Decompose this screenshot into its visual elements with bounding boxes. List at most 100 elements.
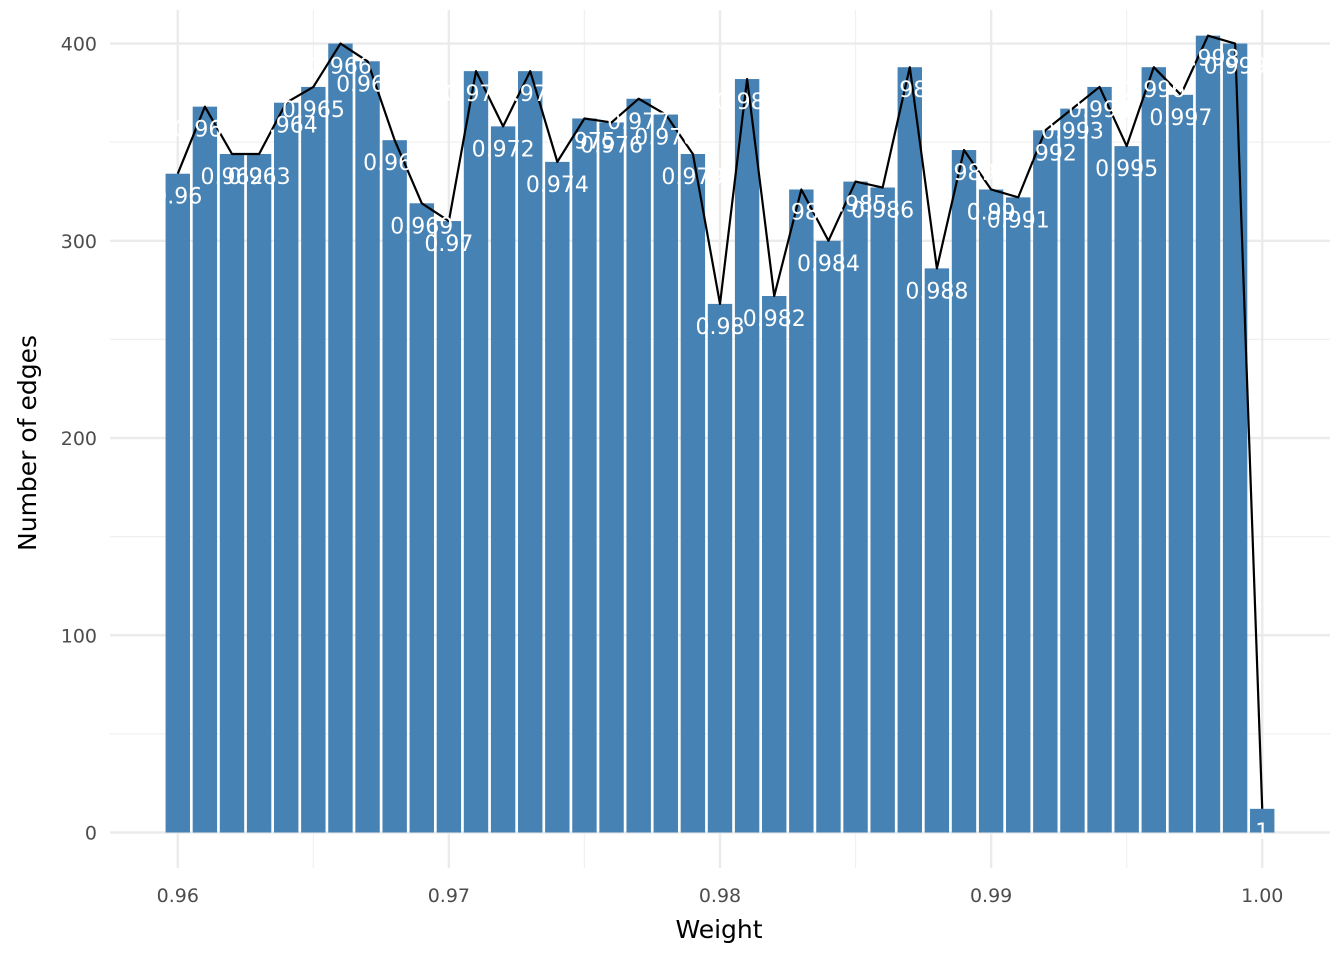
x-tick-label: 0.98 (699, 885, 741, 907)
histogram-bar (545, 161, 570, 833)
histogram-bar (626, 98, 651, 833)
histogram-bar (680, 153, 706, 833)
bar-value-label: 0.987 (878, 78, 941, 103)
bar-value-label: 0.999 (1204, 55, 1267, 80)
histogram-bar (1168, 94, 1194, 833)
bar-value-label: 0.983 (770, 200, 833, 225)
histogram-bar (165, 173, 190, 833)
axes: 0.96 0.97 0.98 0.99 1.00 0 100 200 300 400 (61, 34, 1284, 907)
bar-value-label: 0.964 (255, 114, 318, 139)
y-axis-title: Number of edges (13, 335, 42, 551)
bar-value-label: 0.962 (201, 165, 264, 190)
bar-value-label: 0.984 (797, 252, 860, 277)
bar-value-label: 0.98 (696, 315, 745, 340)
histogram-bar (1250, 808, 1275, 833)
bar-value-label: 0.988 (905, 279, 968, 304)
bar-value-label: 0.965 (282, 98, 345, 123)
histogram-bar (436, 221, 462, 833)
trend-line-group (176, 34, 1264, 809)
bar-value-label: 0.96 (153, 185, 202, 210)
bar-value-label: 0.972 (472, 137, 535, 162)
bar-value-label: 0.981 (716, 90, 779, 115)
histogram-bar (762, 296, 787, 833)
bar-value-label: 0.97 (424, 232, 473, 257)
bar-value-label: 0.974 (526, 173, 589, 198)
histogram-bar (246, 153, 272, 833)
bar-value-label: 0.968 (363, 151, 426, 176)
bar-value-label: 0.997 (1149, 106, 1212, 131)
histogram-bar (897, 67, 922, 833)
histogram-bar (599, 122, 624, 833)
bar-value-label: 1 (1255, 820, 1269, 845)
bar-value-label: 0.967 (336, 72, 399, 97)
trend-line (176, 34, 1264, 809)
histogram-bar (355, 61, 380, 833)
x-tick-label: 0.96 (157, 885, 199, 907)
bar-value-label: 0.976 (580, 133, 643, 158)
histogram-bar (518, 71, 543, 833)
histogram-bar (192, 106, 218, 833)
bar-value-label: 0.963 (228, 165, 291, 190)
bar-value-label: 0.989 (933, 161, 996, 186)
histogram-bar (843, 181, 868, 833)
y-tick-label: 200 (61, 428, 97, 450)
bar-value-label: 0.996 (1122, 78, 1185, 103)
histogram-bar (1033, 130, 1058, 833)
histogram-bar (1141, 67, 1166, 833)
bar-value-label: 0.977 (607, 110, 670, 135)
histogram-bar (382, 140, 407, 833)
histogram-bar (1087, 86, 1112, 833)
histogram-bar (463, 71, 489, 833)
histogram-bar (1114, 146, 1139, 833)
x-tick-label: 0.97 (428, 885, 470, 907)
histogram-bar (734, 79, 760, 833)
y-tick-label: 300 (61, 231, 97, 253)
x-axis-title: Weight (675, 915, 762, 944)
bar-value-label: 0.994 (1068, 98, 1131, 123)
histogram-bar (816, 240, 841, 833)
bar-value-label: 0.971 (445, 82, 508, 107)
histogram-bar (653, 114, 678, 833)
bar-value-label: 0.975 (553, 129, 616, 154)
y-tick-label: 0 (85, 822, 97, 844)
histogram-bar (301, 86, 326, 833)
histogram-bar (707, 303, 733, 833)
bar-value-label: 0.969 (390, 214, 453, 239)
histogram-bar (572, 118, 597, 833)
bar-value-label: 0.978 (634, 126, 697, 151)
y-tick-label: 100 (61, 625, 97, 647)
bar-value-label: 0.991 (987, 208, 1050, 233)
histogram-bar (1006, 197, 1031, 833)
bar-value-label: 0.992 (1014, 141, 1077, 166)
histogram-bar (1060, 108, 1085, 833)
histogram-bar (789, 189, 814, 833)
histogram-bar (951, 150, 977, 833)
bar-value-label: 0.966 (309, 55, 372, 80)
bar-value-label: 0.973 (499, 82, 562, 107)
histogram-bar (1222, 43, 1248, 833)
bar-value-label: 0.961 (173, 118, 236, 143)
histogram-bar (870, 187, 895, 833)
bar-value-label: 0.982 (743, 307, 806, 332)
histogram-bar (328, 43, 353, 833)
bar-value-label: 0.995 (1095, 157, 1158, 182)
histogram-bar (219, 153, 245, 833)
bars (165, 35, 1275, 833)
histogram-bar (490, 126, 516, 833)
bar-value-label: 0.986 (851, 199, 914, 224)
histogram-bar (274, 102, 299, 833)
bar-value-label: 0.985 (824, 193, 887, 218)
y-tick-label: 400 (61, 34, 97, 56)
histogram-bar (978, 189, 1004, 833)
bar-value-label: 0.998 (1177, 47, 1240, 72)
x-tick-label: 1.00 (1241, 885, 1283, 907)
bar-value-label: 0.979 (661, 165, 724, 190)
bar-value-label: 0.993 (1041, 120, 1104, 145)
x-tick-label: 0.99 (970, 885, 1012, 907)
histogram-bar (1195, 35, 1221, 833)
histogram-bar (409, 203, 434, 833)
histogram-bar (924, 268, 950, 833)
bar-value-label: 0.99 (967, 200, 1016, 225)
